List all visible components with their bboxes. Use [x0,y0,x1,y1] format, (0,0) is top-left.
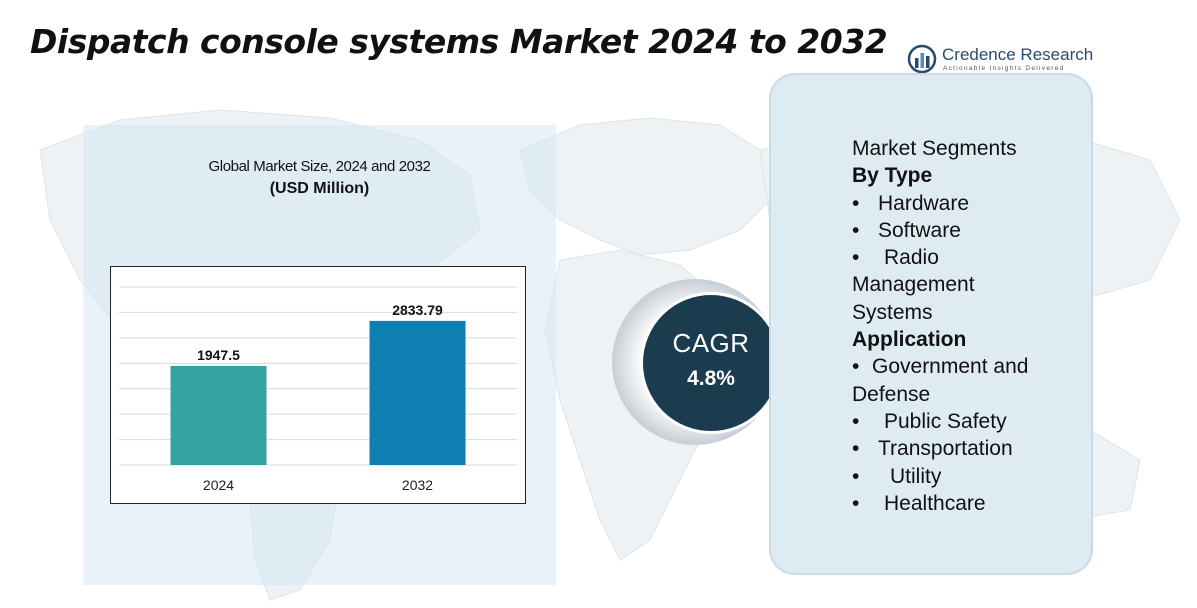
x-tick-label-2032: 2032 [402,477,433,493]
chart-unit-label: (USD Million) [269,180,370,197]
bar-2024 [170,365,267,465]
type-item-radio-wrap-1: Management [852,273,975,297]
cagr-value: 4.8% [687,367,735,390]
list-item: • Government and [852,353,1088,380]
app-item-government: Government and [872,355,1029,379]
type-heading: By Type [852,164,933,188]
app-item-government-wrap: Defense [852,382,931,406]
type-item-hardware: Hardware [878,191,970,215]
bullet-icon: • [852,437,860,461]
bullet-icon: • [852,246,860,270]
bullet-icon: • [852,409,860,433]
brand-logo: Credence Research Actionable Insights De… [907,44,1094,74]
list-item: • Hardware [852,190,1088,217]
bullet-icon: • [852,218,860,242]
bar-chart: 1947.5 2024 2833.79 2032 [119,286,517,493]
chart-title: Global Market Size, 2024 and 2032 [208,158,431,175]
type-item-software: Software [878,218,961,242]
market-size-panel: Global Market Size, 2024 and 2032 (USD M… [83,125,556,585]
market-segments-panel: Market Segments By Type • Hardware • Softw… [769,73,1093,575]
segments-heading: Market Segments [852,137,1017,160]
list-item: • Radio [852,244,1088,271]
application-heading: Application [852,328,967,352]
list-item: • Public Safety [852,408,1088,435]
bullet-icon: • [852,191,860,215]
app-item-healthcare: Healthcare [884,491,986,515]
list-item: • Utility [852,463,1088,490]
list-item: • Healthcare [852,490,1088,517]
bar-2032 [369,320,466,465]
app-item-public-safety: Public Safety [884,409,1007,433]
type-item-radio-wrap-2: Systems [852,300,933,324]
cagr-badge: CAGR 4.8% [640,292,782,434]
brand-name: Credence Research [942,45,1094,64]
bullet-icon: • [852,355,860,379]
list-item: • Transportation [852,435,1088,462]
data-label-2024: 1947.5 [197,347,240,363]
page-title: Dispatch console systems Market 2024 to … [30,22,888,61]
bullet-icon: • [852,491,860,515]
brand-tagline: Actionable Insights Delivered [943,65,1065,72]
type-item-radio: Radio [884,246,939,270]
credence-logo-icon [907,44,937,74]
app-item-transportation: Transportation [878,437,1013,461]
data-label-2032: 2833.79 [392,302,443,318]
app-item-utility: Utility [890,464,942,488]
x-tick-label-2024: 2024 [203,477,234,493]
list-item: • Software [852,217,1088,244]
segments-list: Market Segments By Type • Hardware • Softw… [852,135,1088,517]
bar-chart-frame: 1947.5 2024 2833.79 2032 [110,266,526,504]
cagr-label: CAGR [672,328,750,358]
bullet-icon: • [852,464,860,488]
